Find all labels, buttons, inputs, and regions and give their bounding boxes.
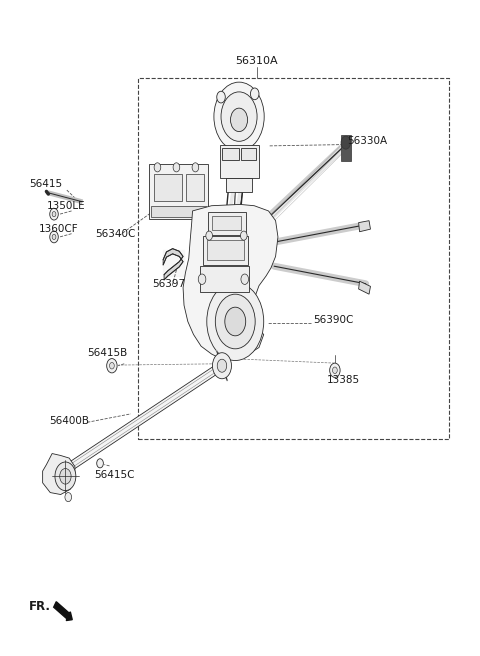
Text: 56340C: 56340C xyxy=(96,229,136,239)
Circle shape xyxy=(55,462,76,491)
Circle shape xyxy=(221,92,257,141)
Bar xyxy=(212,216,241,230)
Circle shape xyxy=(192,163,199,172)
Circle shape xyxy=(207,283,264,361)
Text: 56330A: 56330A xyxy=(347,136,387,146)
Circle shape xyxy=(341,136,350,149)
Circle shape xyxy=(52,212,56,216)
Bar xyxy=(200,266,250,292)
Circle shape xyxy=(251,88,259,100)
Bar xyxy=(208,213,246,235)
Polygon shape xyxy=(359,281,371,294)
Text: 56415B: 56415B xyxy=(87,348,128,358)
Bar xyxy=(207,240,244,260)
Text: 56415: 56415 xyxy=(29,178,62,189)
Bar xyxy=(154,174,182,201)
Circle shape xyxy=(173,163,180,172)
Bar xyxy=(341,136,351,161)
Circle shape xyxy=(109,363,114,369)
Circle shape xyxy=(330,363,340,377)
Text: 56390C: 56390C xyxy=(313,315,354,325)
Text: 56400B: 56400B xyxy=(49,416,89,426)
Bar xyxy=(149,164,208,219)
Circle shape xyxy=(50,231,58,243)
Circle shape xyxy=(214,82,264,151)
Circle shape xyxy=(107,359,117,373)
FancyArrow shape xyxy=(54,602,72,621)
Bar xyxy=(138,77,449,439)
Bar xyxy=(203,236,248,265)
Text: 1360CF: 1360CF xyxy=(38,224,78,234)
Text: FR.: FR. xyxy=(29,600,51,613)
Circle shape xyxy=(217,91,225,103)
Circle shape xyxy=(225,307,246,336)
Polygon shape xyxy=(163,249,183,280)
Circle shape xyxy=(198,274,206,285)
Circle shape xyxy=(230,108,248,132)
Circle shape xyxy=(65,493,72,502)
Bar xyxy=(241,148,256,159)
Text: 13385: 13385 xyxy=(327,375,360,385)
Circle shape xyxy=(52,234,56,239)
Circle shape xyxy=(333,367,337,373)
Circle shape xyxy=(154,163,161,172)
Bar xyxy=(222,148,239,159)
Bar xyxy=(151,207,206,216)
Circle shape xyxy=(96,459,103,468)
Circle shape xyxy=(206,231,213,240)
Text: 1350LE: 1350LE xyxy=(47,201,85,211)
Bar xyxy=(226,178,252,192)
Circle shape xyxy=(240,231,247,240)
Circle shape xyxy=(217,359,227,372)
Text: 56415C: 56415C xyxy=(94,470,134,480)
Circle shape xyxy=(241,274,249,285)
Polygon shape xyxy=(64,361,223,474)
Polygon shape xyxy=(183,205,278,359)
Circle shape xyxy=(213,353,231,379)
Circle shape xyxy=(50,209,58,220)
Circle shape xyxy=(60,468,71,484)
Text: 56310A: 56310A xyxy=(235,56,278,66)
Polygon shape xyxy=(359,220,371,232)
Polygon shape xyxy=(43,453,75,495)
Text: 56397: 56397 xyxy=(152,279,185,289)
Circle shape xyxy=(216,294,255,349)
Bar xyxy=(186,174,204,201)
Bar xyxy=(219,144,259,178)
